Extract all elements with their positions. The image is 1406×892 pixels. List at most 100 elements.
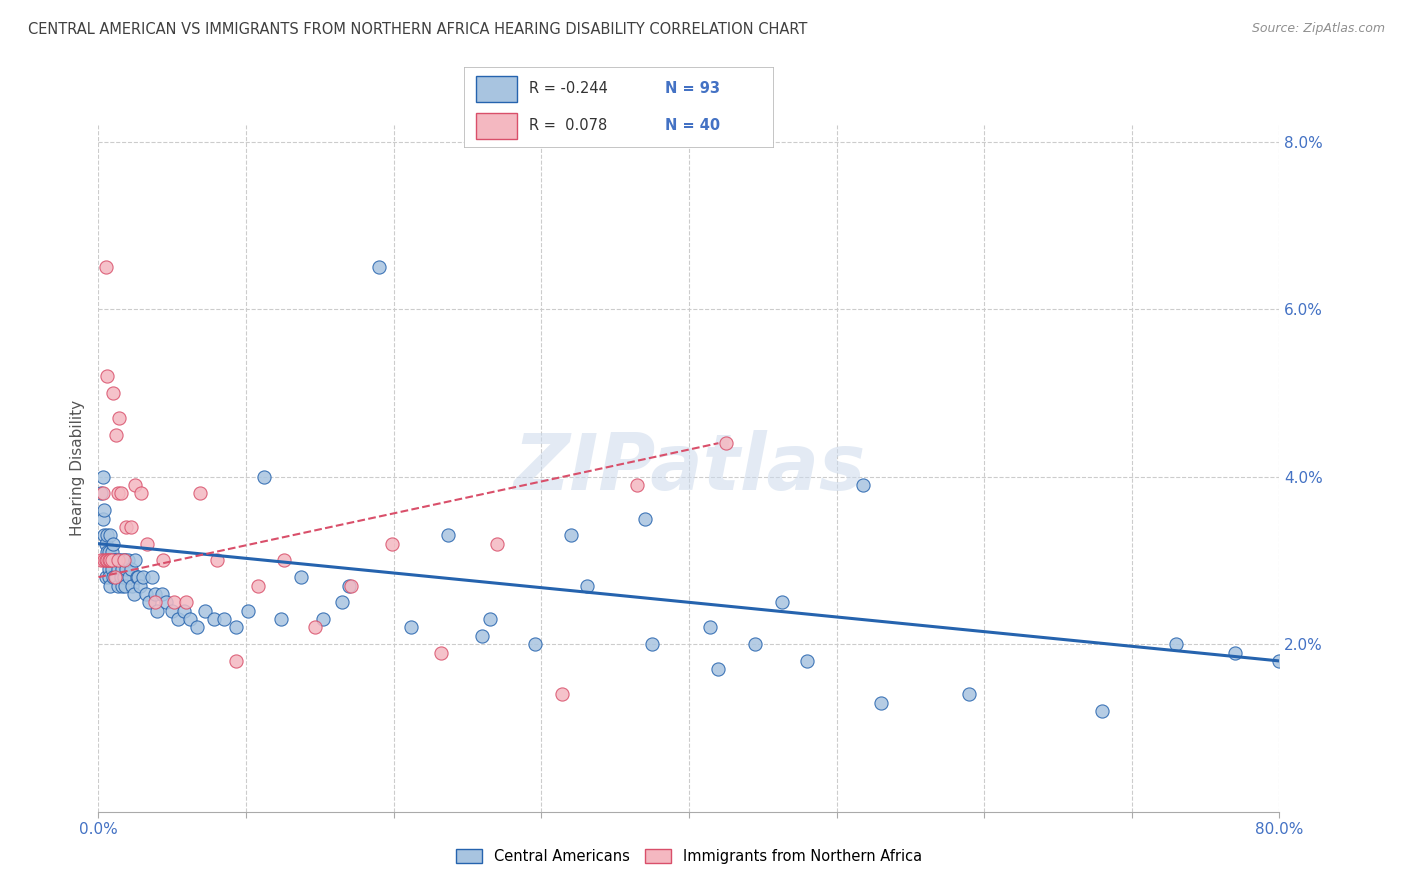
- Point: [97, 545, 120, 559]
- Point: [107, 578, 129, 592]
- Point: [94, 553, 117, 567]
- Point: [304, 620, 326, 634]
- Bar: [477, 76, 516, 103]
- Point: [155, 595, 177, 609]
- Point: [93, 503, 115, 517]
- Text: N = 40: N = 40: [665, 118, 720, 133]
- Point: [110, 553, 132, 567]
- Legend: Central Americans, Immigrants from Northern Africa: Central Americans, Immigrants from North…: [450, 843, 928, 870]
- Point: [152, 553, 174, 567]
- Point: [107, 553, 129, 567]
- Point: [93, 553, 115, 567]
- Point: [132, 570, 155, 584]
- Point: [641, 637, 664, 651]
- Point: [112, 553, 135, 567]
- Point: [437, 528, 460, 542]
- Point: [96, 528, 118, 542]
- Point: [714, 436, 737, 450]
- Point: [560, 528, 582, 542]
- Point: [110, 486, 132, 500]
- Point: [105, 570, 128, 584]
- Point: [707, 662, 730, 676]
- Point: [122, 587, 145, 601]
- Point: [194, 604, 217, 618]
- Point: [111, 578, 134, 592]
- Point: [852, 478, 875, 492]
- Point: [94, 260, 117, 275]
- Point: [105, 553, 128, 567]
- Point: [273, 553, 295, 567]
- Point: [744, 637, 766, 651]
- Point: [120, 562, 142, 576]
- Point: [104, 553, 127, 567]
- Point: [163, 595, 186, 609]
- Point: [112, 553, 135, 567]
- Point: [471, 629, 494, 643]
- Point: [205, 553, 228, 567]
- Point: [202, 612, 225, 626]
- Point: [100, 545, 122, 559]
- Point: [98, 553, 121, 567]
- Point: [100, 553, 122, 567]
- Point: [179, 612, 201, 626]
- Point: [173, 604, 195, 618]
- Point: [270, 612, 292, 626]
- Point: [104, 570, 127, 584]
- Point: [124, 478, 146, 492]
- Point: [91, 486, 114, 500]
- Point: [1091, 704, 1114, 718]
- Point: [98, 578, 121, 592]
- Point: [1164, 637, 1187, 651]
- Point: [135, 587, 157, 601]
- Point: [125, 570, 148, 584]
- Point: [98, 553, 121, 567]
- Point: [91, 511, 114, 525]
- Point: [576, 578, 599, 592]
- Point: [124, 553, 146, 567]
- Point: [136, 537, 159, 551]
- Point: [128, 578, 150, 592]
- Point: [401, 620, 423, 634]
- Point: [225, 654, 247, 668]
- Point: [188, 486, 211, 500]
- Y-axis label: Hearing Disability: Hearing Disability: [69, 401, 84, 536]
- Point: [1268, 654, 1291, 668]
- Point: [129, 486, 152, 500]
- Point: [91, 469, 114, 483]
- Point: [103, 537, 125, 551]
- Point: [108, 553, 131, 567]
- Point: [96, 553, 118, 567]
- Point: [107, 486, 129, 500]
- Point: [94, 570, 117, 584]
- Point: [96, 369, 118, 384]
- Text: R =  0.078: R = 0.078: [529, 118, 607, 133]
- Point: [94, 553, 117, 567]
- Point: [146, 604, 169, 618]
- Point: [110, 570, 132, 584]
- Point: [430, 646, 453, 660]
- Point: [120, 520, 142, 534]
- Point: [236, 604, 259, 618]
- Text: N = 93: N = 93: [665, 81, 720, 96]
- Point: [337, 578, 360, 592]
- Point: [94, 537, 117, 551]
- Point: [150, 587, 173, 601]
- Point: [253, 469, 276, 483]
- Point: [111, 562, 134, 576]
- Point: [104, 570, 127, 584]
- Point: [141, 570, 163, 584]
- Point: [551, 688, 574, 702]
- Point: [186, 620, 208, 634]
- Point: [114, 578, 136, 592]
- Point: [167, 612, 190, 626]
- Point: [312, 612, 335, 626]
- Point: [174, 595, 197, 609]
- Point: [162, 604, 183, 618]
- Text: Source: ZipAtlas.com: Source: ZipAtlas.com: [1251, 22, 1385, 36]
- Point: [1223, 646, 1246, 660]
- Point: [100, 562, 122, 576]
- Point: [143, 587, 166, 601]
- Point: [93, 528, 115, 542]
- Point: [96, 553, 118, 567]
- Point: [869, 696, 891, 710]
